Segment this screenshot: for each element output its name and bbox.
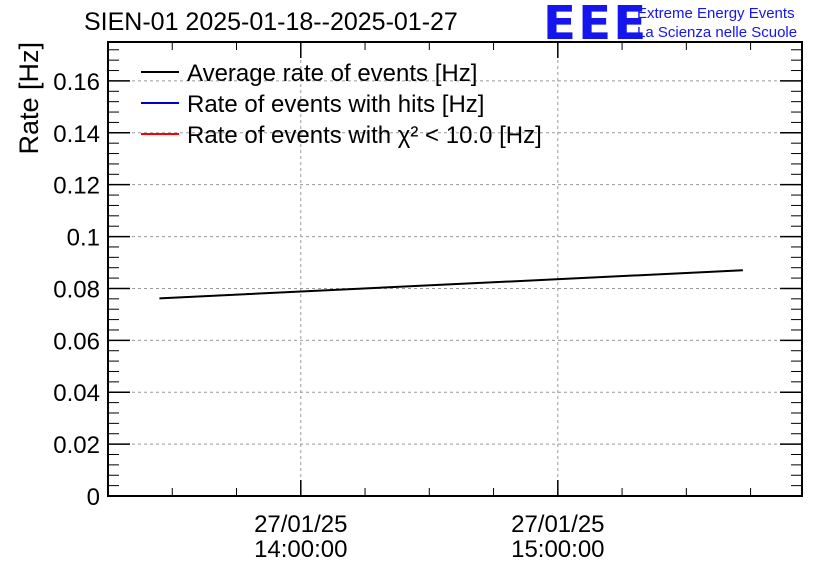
y-tick-label: 0.1 xyxy=(67,225,100,252)
eee-logo-subtitle: Extreme Energy Events La Scienza nelle S… xyxy=(637,4,797,42)
logo-line-2: La Scienza nelle Scuole xyxy=(637,24,798,41)
plot-frame xyxy=(107,41,803,497)
x-tick-date-label: 27/01/25 xyxy=(254,511,347,538)
series-line-1 xyxy=(159,269,743,300)
y-tick-label: 0.08 xyxy=(53,276,100,303)
grid-lines xyxy=(108,42,802,496)
legend-label-2: Rate of events with hits [Hz] xyxy=(187,91,484,118)
y-tick-label: 0.02 xyxy=(53,432,100,459)
data-series xyxy=(156,269,743,497)
legend-label-3: Rate of events with χ² < 10.0 [Hz] xyxy=(187,122,542,149)
logo-line-1: Extreme Energy Events xyxy=(637,5,795,22)
y-tick-label: 0.04 xyxy=(53,380,100,407)
eee-logo: EEE xyxy=(543,0,649,50)
y-tick-label: 0.14 xyxy=(53,121,100,148)
y-tick-label: 0.16 xyxy=(53,69,100,96)
legend: Average rate of events [Hz] Rate of event… xyxy=(141,60,542,149)
x-tick-date-label: 27/01/25 xyxy=(511,511,604,538)
chart-title: SIEN-01 2025-01-18--2025-01-27 xyxy=(84,8,458,36)
y-axis: 0 0.02 0.04 0.06 0.08 0.1 0.12 0.14 0.16 xyxy=(53,49,802,511)
y-tick-label: 0.06 xyxy=(53,328,100,355)
y-tick-label: 0.12 xyxy=(53,173,100,200)
legend-label-1: Average rate of events [Hz] xyxy=(187,60,477,87)
y-tick-label: 0 xyxy=(87,484,100,511)
x-tick-time-label: 14:00:00 xyxy=(254,536,347,563)
x-tick-time-label: 15:00:00 xyxy=(511,536,604,563)
y-axis-label: Rate [Hz] xyxy=(14,42,44,155)
